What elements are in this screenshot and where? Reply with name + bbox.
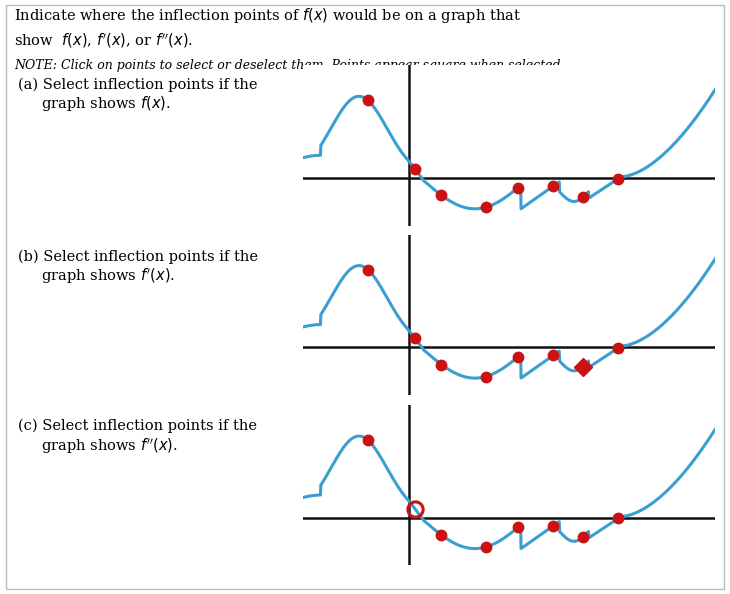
Text: (c) Select inflection points if the
     graph shows $f''(x)$.: (c) Select inflection points if the grap…: [18, 419, 257, 456]
Text: show  $f(x)$, $f'(x)$, or $f''(x)$.: show $f(x)$, $f'(x)$, or $f''(x)$.: [15, 32, 193, 50]
Text: NOTE: Click on points to select or deselect them. Points appear square when sele: NOTE: Click on points to select or desel…: [15, 59, 565, 72]
Text: (a) Select inflection points if the
     graph shows $f(x)$.: (a) Select inflection points if the grap…: [18, 77, 258, 113]
Text: (b) Select inflection points if the
     graph shows $f'(x)$.: (b) Select inflection points if the grap…: [18, 249, 258, 286]
Text: Indicate where the inflection points of $f(x)$ would be on a graph that: Indicate where the inflection points of …: [15, 6, 521, 25]
